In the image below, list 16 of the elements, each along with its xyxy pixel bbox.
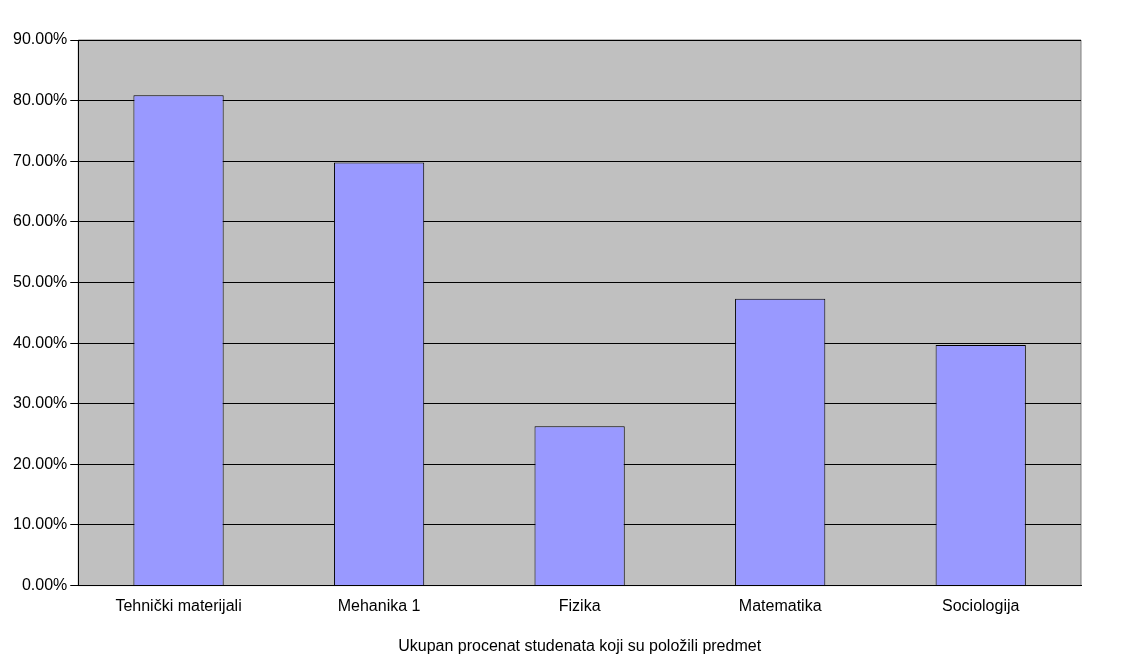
x-tick-label: Tehnički materijali bbox=[115, 596, 242, 614]
y-tick-label: 90.00% bbox=[13, 30, 68, 48]
x-tick-label: Mehanika 1 bbox=[337, 596, 421, 614]
x-axis-title: Ukupan procenat studenata koji su položili predmet bbox=[398, 636, 762, 654]
y-tick-label: 30.00% bbox=[13, 394, 68, 412]
y-tick-label: 60.00% bbox=[13, 212, 68, 230]
y-tick-label: 70.00% bbox=[13, 151, 68, 169]
x-tick-label: Matematika bbox=[738, 596, 822, 614]
y-tick-label: 0.00% bbox=[21, 576, 68, 594]
y-tick-label: 50.00% bbox=[13, 272, 68, 290]
x-tick-label: Fizika bbox=[558, 596, 601, 614]
y-tick-label: 20.00% bbox=[13, 454, 68, 472]
y-tick-label: 40.00% bbox=[13, 333, 68, 351]
x-tick-label: Sociologija bbox=[942, 596, 1020, 614]
y-tick-label: 10.00% bbox=[13, 515, 68, 533]
y-tick-label: 80.00% bbox=[13, 91, 68, 109]
